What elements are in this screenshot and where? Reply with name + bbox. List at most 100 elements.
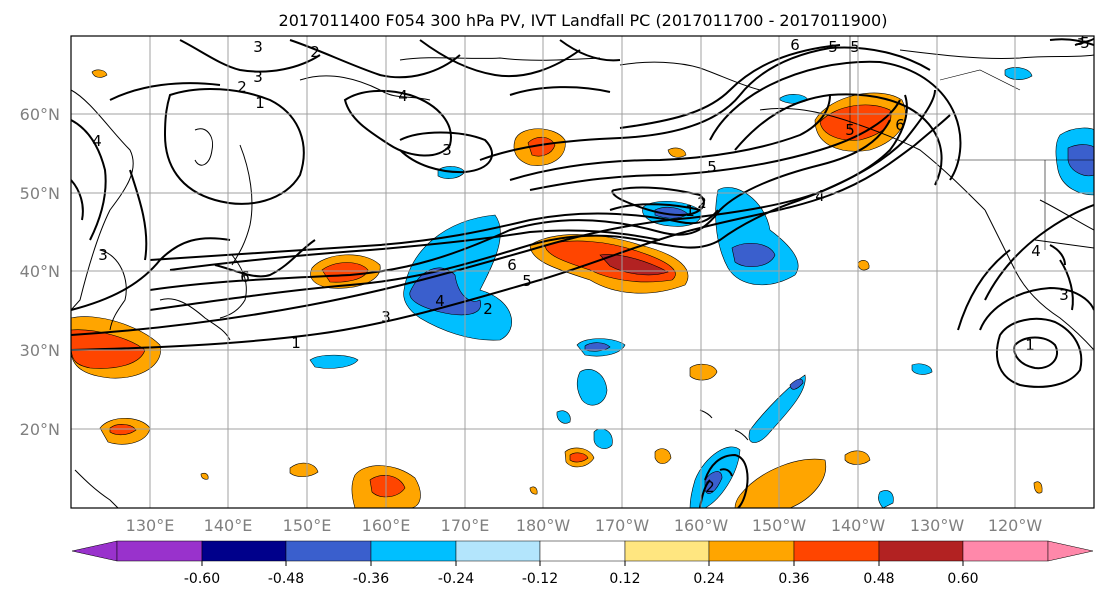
contour-label: 4 <box>398 87 408 105</box>
contour-label: 6 <box>240 268 250 286</box>
colorbar-segment <box>793 540 880 562</box>
contour-label: 3 <box>1075 31 1085 49</box>
contour-label: 6 <box>895 116 905 134</box>
negative-anomaly <box>309 354 359 369</box>
colorbar-segment <box>878 540 964 562</box>
negative-anomaly <box>576 369 608 406</box>
contour-label: 4 <box>1031 242 1041 260</box>
contour-label: 1 <box>291 334 301 352</box>
lon-label: 170°W <box>595 516 650 535</box>
lat-label: 40°N <box>20 262 60 281</box>
contour-label: 4 <box>815 187 825 205</box>
positive-anomaly <box>689 363 718 381</box>
colorbar-tick-label: 0.60 <box>947 571 978 587</box>
lon-label: 140°E <box>204 516 253 535</box>
colorbar-tick-label: 0.36 <box>778 571 809 587</box>
lon-label: 150°E <box>283 516 332 535</box>
negative-anomaly <box>584 342 611 352</box>
colorbar-tick-label: -0.12 <box>522 571 558 587</box>
colorbar <box>71 540 1094 562</box>
colorbar-tick-label: -0.24 <box>438 571 474 587</box>
latitude-labels: 60°N 50°N 40°N 30°N 20°N <box>20 105 60 439</box>
contour-label: 3 <box>253 68 263 86</box>
lat-label: 50°N <box>20 184 60 203</box>
lat-label: 60°N <box>20 105 60 124</box>
contour-label: 3 <box>442 141 452 159</box>
contour-label: 2 <box>705 478 715 496</box>
negative-anomaly <box>704 471 723 494</box>
contour-label: 6 <box>507 256 517 274</box>
lat-label: 30°N <box>20 341 60 360</box>
negative-anomaly <box>878 490 894 508</box>
gridlines <box>71 36 1094 508</box>
contour-label: 5 <box>707 158 717 176</box>
contour-label: 3 <box>1059 286 1069 304</box>
positive-anomaly <box>289 462 319 477</box>
negative-anomaly <box>789 378 804 390</box>
colorbar-segment <box>370 540 457 562</box>
colorbar-tick-label: -0.60 <box>184 571 220 587</box>
contour-label: 2 <box>697 194 707 212</box>
contour-label: 6 <box>790 36 800 54</box>
longitude-labels: 130°E 140°E 150°E 160°E 170°E 180°W 170°… <box>126 516 1043 535</box>
contour-label: 5 <box>522 272 532 290</box>
positive-anomaly <box>654 448 672 464</box>
contour-label: 2 <box>237 78 247 96</box>
positive-anomaly <box>200 472 209 480</box>
contour-label: 5 <box>1080 34 1090 52</box>
colorbar-segment <box>962 540 1049 562</box>
colorbar-segment <box>116 540 203 562</box>
contour-label: 5 <box>850 38 860 56</box>
map-frame <box>70 35 1095 509</box>
positive-anomaly <box>109 424 137 436</box>
figure-title: 2017011400 F054 300 hPa PV, IVT Landfall… <box>279 11 888 30</box>
positive-anomaly <box>667 147 687 158</box>
lon-label: 160°W <box>674 516 729 535</box>
contour-label: 2 <box>310 43 320 61</box>
positive-anomaly <box>91 69 108 78</box>
contour-label: 1 <box>255 94 265 112</box>
lon-label: 140°W <box>831 516 886 535</box>
contour-label: 1 <box>685 202 695 220</box>
lat-label: 20°N <box>20 420 60 439</box>
contour-label: 4 <box>92 132 102 150</box>
colorbar-segment <box>539 540 626 562</box>
colorbar-segment <box>285 540 372 562</box>
colorbar-ticks <box>201 561 964 566</box>
lon-label: 120°W <box>988 516 1043 535</box>
positive-anomaly <box>529 486 538 495</box>
contour-label: 5 <box>845 121 855 139</box>
colorbar-tick-labels: -0.60 -0.48 -0.36 -0.24 -0.12 0.12 0.24 … <box>184 571 979 587</box>
colorbar-segment <box>455 540 541 562</box>
lon-label: 130°E <box>126 516 175 535</box>
contour-label: 4 <box>435 292 445 310</box>
pv-contours <box>71 37 1094 508</box>
lon-label: 170°E <box>441 516 490 535</box>
colorbar-tick-label: 0.48 <box>863 571 894 587</box>
positive-anomaly <box>734 458 827 508</box>
colorbar-segment <box>708 540 795 562</box>
colorbar-tick-label: 0.24 <box>693 571 724 587</box>
negative-anomaly <box>731 242 776 268</box>
positive-anomaly <box>527 136 556 157</box>
colorbar-segment <box>624 540 710 562</box>
positive-anomaly <box>569 452 589 463</box>
colorbar-extend-high <box>1047 540 1094 562</box>
colorbar-tick-label: -0.36 <box>353 571 389 587</box>
contour-label: 2 <box>483 300 493 318</box>
contour-label: 5 <box>828 38 838 56</box>
negative-anomaly <box>409 267 482 316</box>
positive-anomaly <box>599 254 669 276</box>
negative-anomaly <box>748 374 806 443</box>
colorbar-extend-low <box>71 540 118 562</box>
positive-anomaly <box>369 475 406 498</box>
contour-label: 1 <box>1025 336 1035 354</box>
contour-labels: 3 2 3 2 1 4 4 3 3 6 6 5 4 2 3 1 6 5 4 2 … <box>92 31 1090 496</box>
lon-label: 180°W <box>516 516 571 535</box>
colorbar-tick-label: -0.48 <box>268 571 304 587</box>
colorbar-segment <box>201 540 287 562</box>
negative-anomaly <box>556 410 571 424</box>
positive-anomaly <box>857 259 870 271</box>
contour-label: 3 <box>98 246 108 264</box>
